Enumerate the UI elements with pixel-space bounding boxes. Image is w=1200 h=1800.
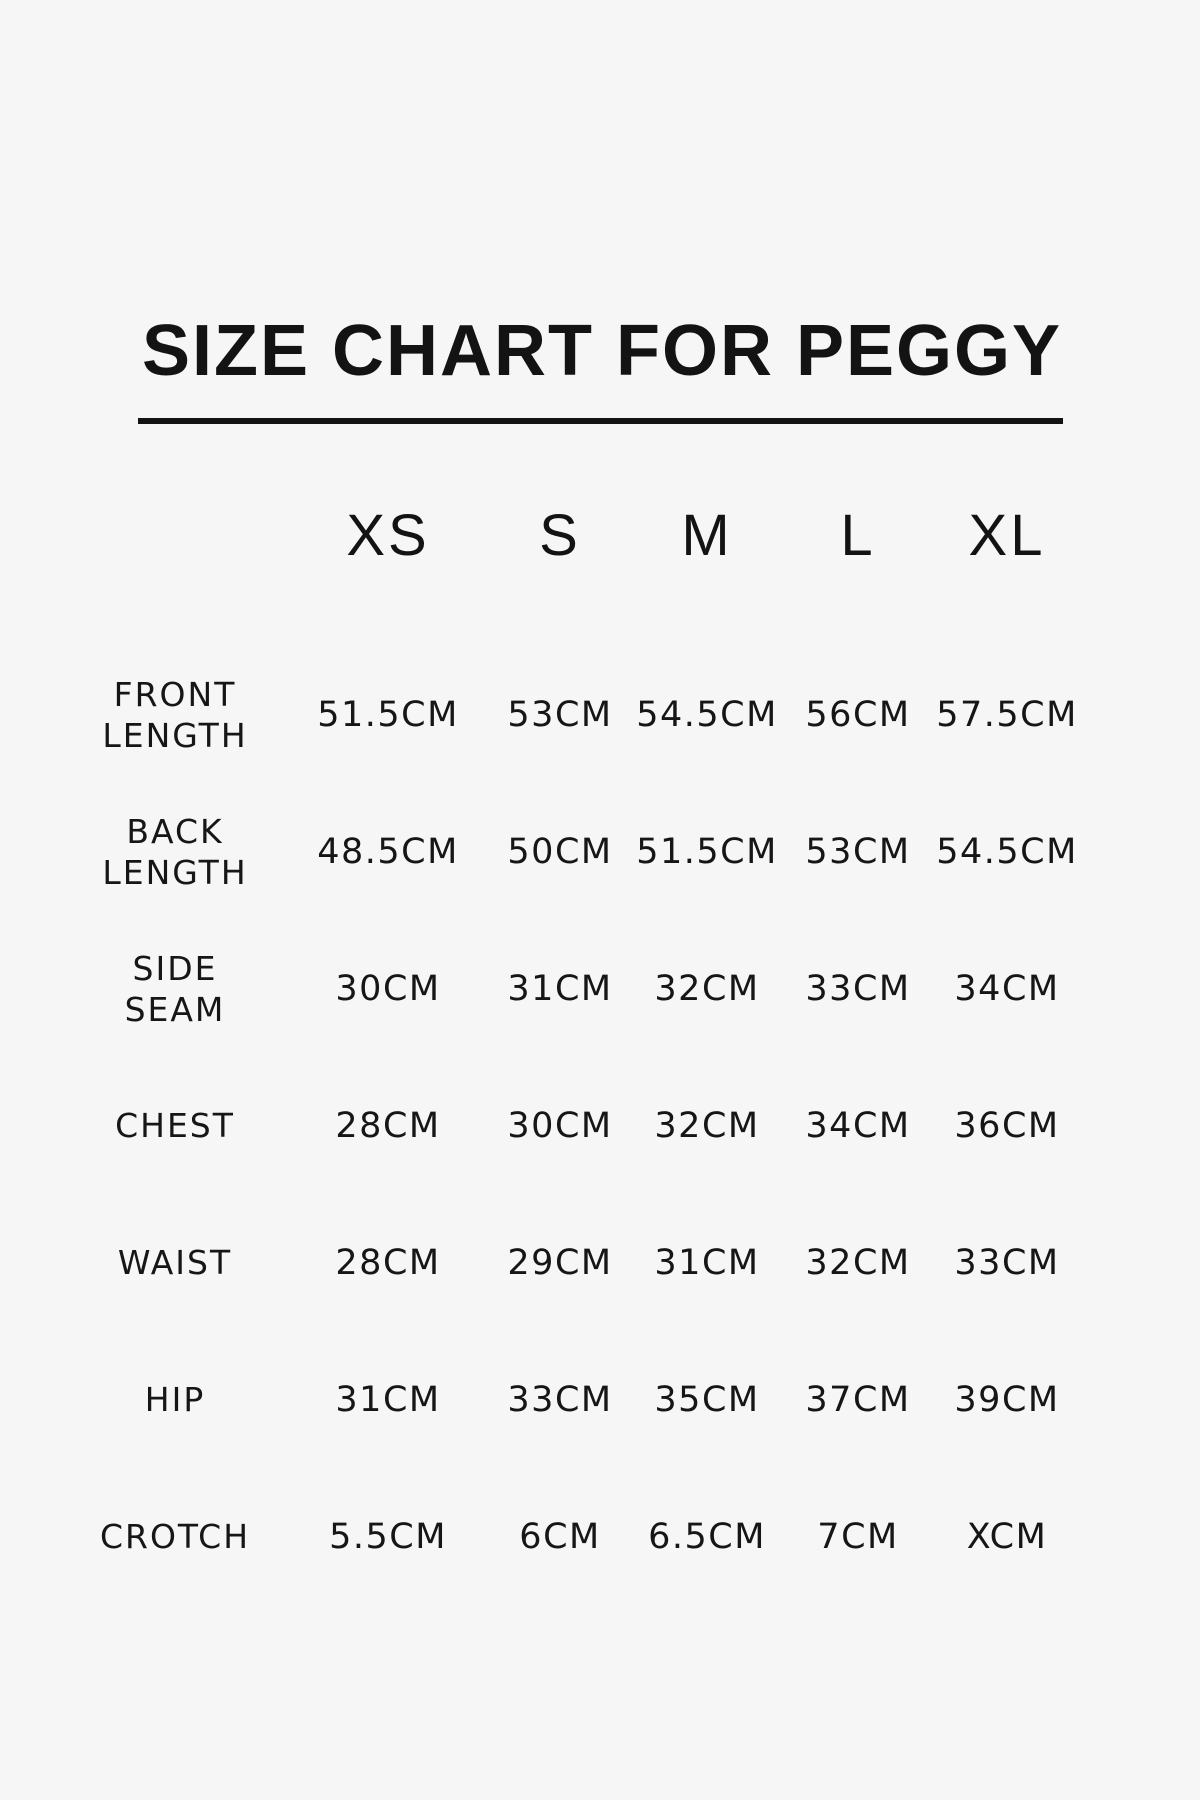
size-header-s: S <box>539 502 581 568</box>
cell-value: 39CM <box>954 1379 1060 1420</box>
cell-value: 54.5CM <box>936 831 1078 872</box>
cell-value: 33CM <box>954 1242 1060 1283</box>
cell-value: 30CM <box>507 1105 613 1146</box>
cell-value: 48.5CM <box>317 831 459 872</box>
cell-value: 32CM <box>654 1105 760 1146</box>
cell-value: 34CM <box>954 968 1060 1009</box>
table-row-waist: WAIST 28CM 29CM 31CM 32CM 33CM <box>70 1194 1088 1331</box>
size-header-l: L <box>840 502 876 568</box>
cell-value: 57.5CM <box>936 694 1078 735</box>
cell-value: 5.5CM <box>329 1516 447 1557</box>
size-table-body: FRONT LENGTH 51.5CM 53CM 54.5CM 56CM 57.… <box>70 646 1088 1605</box>
row-label: CROTCH <box>70 1516 280 1557</box>
cell-value: 50CM <box>507 831 613 872</box>
cell-value: 31CM <box>654 1242 760 1283</box>
cell-value: 56CM <box>805 694 911 735</box>
cell-value: 6.5CM <box>648 1516 766 1557</box>
cell-value: 54.5CM <box>636 694 778 735</box>
row-label-text: CHEST <box>115 1106 235 1145</box>
cell-value: 30CM <box>335 968 441 1009</box>
cell-value: 28CM <box>335 1242 441 1283</box>
row-label: FRONT LENGTH <box>70 674 280 756</box>
cell-value: 36CM <box>954 1105 1060 1146</box>
size-header-m: M <box>681 502 733 568</box>
cell-value: 32CM <box>654 968 760 1009</box>
row-label: HIP <box>70 1379 280 1420</box>
row-label-text: CROTCH <box>99 1517 251 1556</box>
table-row-chest: CHEST 28CM 30CM 32CM 34CM 36CM <box>70 1057 1088 1194</box>
cell-value: 29CM <box>507 1242 613 1283</box>
table-row-front-length: FRONT LENGTH 51.5CM 53CM 54.5CM 56CM 57.… <box>70 646 1088 783</box>
table-row-hip: HIP 31CM 33CM 35CM 37CM 39CM <box>70 1331 1088 1468</box>
row-label-text: FRONT LENGTH <box>102 674 248 755</box>
row-label-text: HIP <box>144 1380 206 1419</box>
table-row-crotch: CROTCH 5.5CM 6CM 6.5CM 7CM XCM <box>70 1468 1088 1605</box>
row-label: SIDE SEAM <box>70 948 280 1030</box>
cell-value: 7CM <box>817 1516 899 1557</box>
title-underline <box>138 418 1063 424</box>
cell-value: 33CM <box>805 968 911 1009</box>
table-row-side-seam: SIDE SEAM 30CM 31CM 32CM 33CM 34CM <box>70 920 1088 1057</box>
cell-value: 31CM <box>507 968 613 1009</box>
page-title: SIZE CHART FOR PEGGY <box>142 311 1063 391</box>
row-label-text: SIDE SEAM <box>124 948 226 1029</box>
cell-value: 31CM <box>335 1379 441 1420</box>
cell-value: 53CM <box>805 831 911 872</box>
row-label: WAIST <box>70 1242 280 1283</box>
row-label: BACK LENGTH <box>70 811 280 893</box>
cell-value: 28CM <box>335 1105 441 1146</box>
cell-value: 34CM <box>805 1105 911 1146</box>
size-header-xs: XS <box>346 502 430 568</box>
cell-value: XCM <box>966 1516 1048 1557</box>
row-label: CHEST <box>70 1105 280 1146</box>
row-label-text: WAIST <box>117 1243 233 1282</box>
cell-value: 37CM <box>805 1379 911 1420</box>
row-label-text: BACK LENGTH <box>102 811 248 892</box>
cell-value: 32CM <box>805 1242 911 1283</box>
size-header-xl: XL <box>968 502 1046 568</box>
cell-value: 51.5CM <box>636 831 778 872</box>
cell-value: 35CM <box>654 1379 760 1420</box>
table-row-back-length: BACK LENGTH 48.5CM 50CM 51.5CM 53CM 54.5… <box>70 783 1088 920</box>
size-header-row: XS S M L XL <box>70 480 1088 590</box>
cell-value: 6CM <box>519 1516 601 1557</box>
cell-value: 33CM <box>507 1379 613 1420</box>
cell-value: 51.5CM <box>317 694 459 735</box>
cell-value: 53CM <box>507 694 613 735</box>
